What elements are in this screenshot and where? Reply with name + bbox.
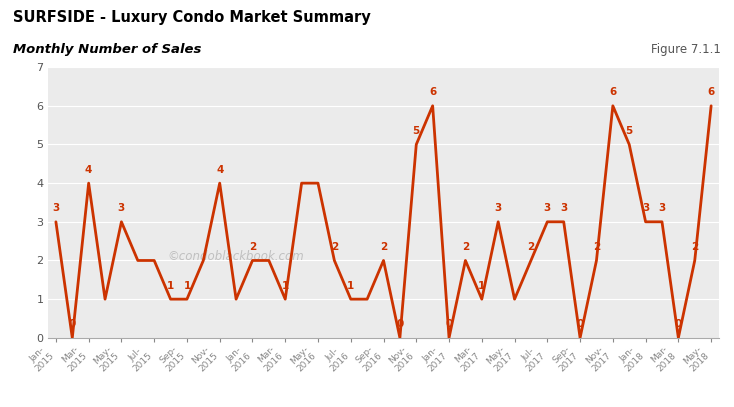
Text: ©condoblackbook.com: ©condoblackbook.com xyxy=(167,250,304,263)
Text: 2: 2 xyxy=(380,242,387,252)
Text: 3: 3 xyxy=(642,204,650,214)
Text: 0: 0 xyxy=(675,319,682,330)
Text: 6: 6 xyxy=(609,88,617,98)
Text: 4: 4 xyxy=(216,165,223,175)
Text: 2: 2 xyxy=(249,242,256,252)
Text: 5: 5 xyxy=(413,126,420,136)
Text: SURFSIDE - Luxury Condo Market Summary: SURFSIDE - Luxury Condo Market Summary xyxy=(13,10,371,25)
Text: 1: 1 xyxy=(184,281,191,291)
Text: 1: 1 xyxy=(478,281,485,291)
Text: 3: 3 xyxy=(544,204,551,214)
Text: 2: 2 xyxy=(593,242,600,252)
Text: 0: 0 xyxy=(446,319,453,330)
Text: 1: 1 xyxy=(282,281,289,291)
Text: 3: 3 xyxy=(560,204,567,214)
Text: 4: 4 xyxy=(85,165,92,175)
Text: 0: 0 xyxy=(576,319,584,330)
Text: 6: 6 xyxy=(429,88,436,98)
Text: 3: 3 xyxy=(658,204,666,214)
Text: Monthly Number of Sales: Monthly Number of Sales xyxy=(13,43,202,56)
Text: 5: 5 xyxy=(625,126,633,136)
Text: 2: 2 xyxy=(462,242,469,252)
Text: 3: 3 xyxy=(117,204,125,214)
Text: 0: 0 xyxy=(69,319,76,330)
Text: 0: 0 xyxy=(396,319,404,330)
Text: 1: 1 xyxy=(167,281,174,291)
Text: 2: 2 xyxy=(691,242,698,252)
Text: 3: 3 xyxy=(495,204,502,214)
Text: 2: 2 xyxy=(527,242,534,252)
Text: 6: 6 xyxy=(708,88,715,98)
Text: 1: 1 xyxy=(347,281,355,291)
Text: 3: 3 xyxy=(52,204,59,214)
Text: 2: 2 xyxy=(331,242,338,252)
Text: Figure 7.1.1: Figure 7.1.1 xyxy=(651,43,721,56)
